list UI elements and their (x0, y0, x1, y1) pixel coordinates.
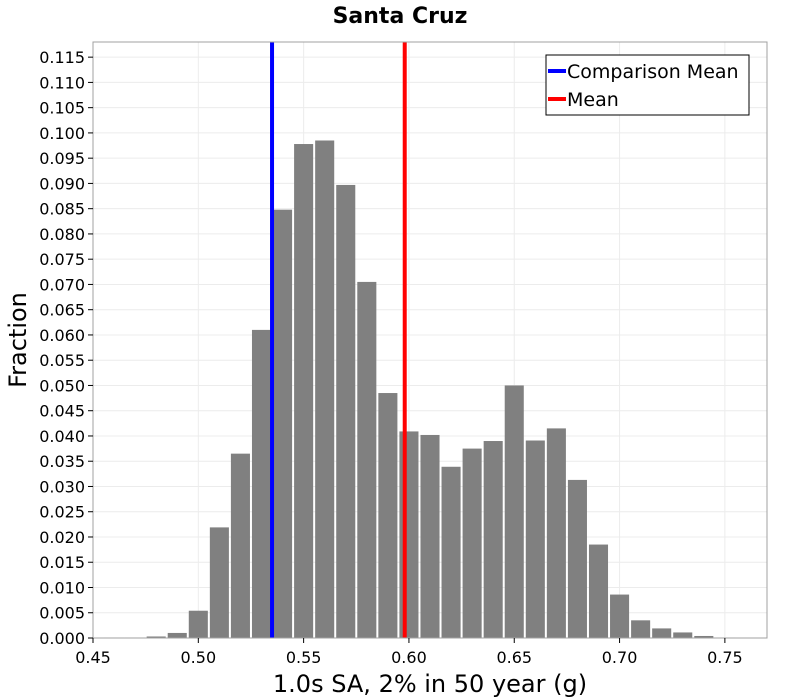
plot-border (92, 41, 768, 639)
y-tick-label: 0.025 (39, 503, 85, 522)
histogram-bar (146, 636, 166, 638)
y-tick-label: 0.070 (39, 275, 85, 294)
chart-title: Santa Cruz (333, 4, 468, 29)
histogram-bar (588, 544, 609, 638)
histogram-bar (294, 144, 314, 639)
y-tick-label: 0.015 (39, 553, 85, 572)
x-tick-label: 0.75 (707, 648, 743, 667)
histogram-bar (567, 479, 587, 638)
y-tick-label: 0.050 (39, 376, 85, 395)
histogram-bar (610, 594, 630, 638)
y-tick-label: 0.035 (39, 452, 85, 471)
histogram-bar (251, 329, 272, 638)
histogram-bar (441, 466, 461, 638)
y-tick-label: 0.005 (39, 604, 85, 623)
x-axis-label: 1.0s SA, 2% in 50 year (g) (273, 670, 587, 698)
histogram-bar (694, 635, 714, 638)
y-tick-label: 0.060 (39, 326, 85, 345)
x-tick-label: 0.70 (602, 648, 638, 667)
histogram-bar (631, 620, 651, 638)
y-tick-label: 0.075 (39, 250, 85, 269)
histogram-bar (315, 140, 335, 639)
x-tick-label: 0.50 (181, 648, 217, 667)
x-tick-label: 0.55 (286, 648, 322, 667)
histogram-bar (462, 448, 482, 638)
plot-area (92, 41, 768, 639)
y-tick-label: 0.065 (39, 301, 85, 320)
histogram-bar (399, 431, 419, 638)
y-tick-label: 0.080 (39, 225, 85, 244)
histogram-bar (167, 632, 187, 638)
histogram-bar (378, 393, 398, 638)
y-tick-label: 0.040 (39, 427, 85, 446)
histogram-bar (273, 209, 293, 638)
x-tick-label: 0.65 (496, 648, 532, 667)
y-tick-label: 0.020 (39, 528, 85, 547)
x-axis-ticks: 0.45 0.50 0.55 0.60 0.65 0.70 0.75 (75, 638, 743, 667)
histogram-bar (230, 453, 250, 638)
y-tick-label: 0.055 (39, 351, 85, 370)
histogram-bar (336, 184, 356, 639)
y-tick-label: 0.085 (39, 200, 85, 219)
legend-box (545, 54, 750, 116)
y-tick-label: 0.090 (39, 174, 85, 193)
y-tick-label: 0.115 (39, 48, 85, 67)
histogram-bar (652, 628, 672, 638)
y-tick-label: 0.000 (39, 629, 85, 648)
y-tick-label: 0.045 (39, 402, 85, 421)
histogram-bar (546, 428, 566, 638)
histogram-bar (420, 434, 440, 638)
mean-lines (270, 42, 407, 638)
x-tick-label: 0.45 (75, 648, 111, 667)
histogram-bar (188, 610, 208, 638)
y-tick-label: 0.105 (39, 99, 85, 118)
histogram-bar (209, 527, 229, 638)
y-tick-label: 0.095 (39, 149, 85, 168)
histogram-bar (504, 385, 524, 638)
legend: Comparison Mean Mean (545, 54, 750, 116)
legend-label-mean: Mean (567, 89, 619, 111)
histogram-bars (104, 140, 735, 639)
histogram-bar (483, 441, 503, 638)
y-tick-label: 0.010 (39, 578, 85, 597)
y-axis-ticks: 0.000 0.005 0.010 0.015 0.020 0.025 0.030 0.035… (39, 48, 93, 648)
y-tick-label: 0.110 (39, 73, 85, 92)
histogram-bar (673, 632, 693, 638)
histogram-bar (357, 281, 377, 638)
y-axis-label: Fraction (4, 292, 32, 388)
y-tick-label: 0.030 (39, 477, 85, 496)
legend-label-comparison-mean: Comparison Mean (567, 61, 739, 83)
y-tick-label: 0.100 (39, 124, 85, 143)
histogram-bar (525, 440, 545, 638)
x-tick-label: 0.60 (391, 648, 427, 667)
